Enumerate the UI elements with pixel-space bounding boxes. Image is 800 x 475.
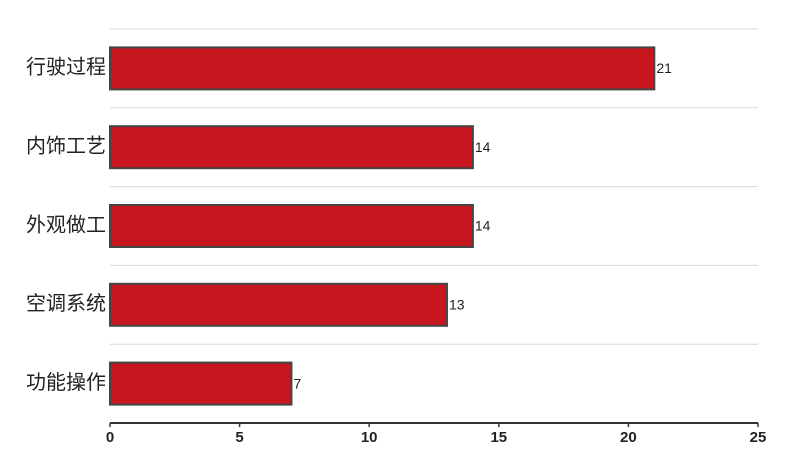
category-label: 行驶过程	[26, 56, 106, 79]
bar	[109, 361, 293, 406]
category-label: 功能操作	[26, 371, 106, 394]
x-tick-label: 10	[361, 429, 378, 446]
bar	[109, 46, 656, 91]
x-tick-label: 0	[106, 429, 114, 446]
bar	[109, 125, 474, 170]
x-tick-label: 25	[750, 429, 767, 446]
category-label: 内饰工艺	[26, 134, 106, 157]
category-label: 外观做工	[26, 213, 106, 236]
x-tick-label: 5	[235, 429, 243, 446]
bar	[109, 282, 448, 327]
value-label: 13	[449, 297, 465, 313]
value-label: 21	[656, 60, 672, 76]
value-label: 7	[293, 375, 301, 391]
value-label: 14	[475, 139, 491, 155]
value-label: 14	[475, 218, 491, 234]
x-tick-label: 20	[620, 429, 637, 446]
bar	[109, 204, 474, 248]
x-tick-label: 15	[490, 429, 507, 446]
category-label: 空调系统	[26, 292, 106, 315]
